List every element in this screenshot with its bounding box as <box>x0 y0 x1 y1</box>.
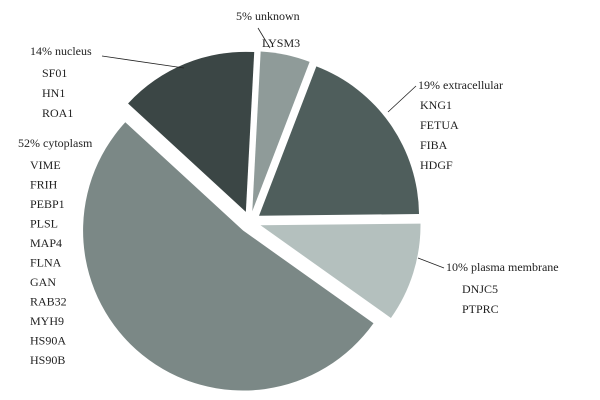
pie-slice <box>260 223 421 318</box>
slice-category: extracellular <box>443 78 503 92</box>
protein-name: GAN <box>30 275 56 289</box>
slice-label: 14% nucleus <box>30 44 92 58</box>
protein-name: RAB32 <box>30 294 67 308</box>
slice-label: 19% extracellular <box>418 78 503 92</box>
protein-name: FETUA <box>420 118 459 132</box>
protein-name: ROA1 <box>42 106 73 120</box>
protein-name: PTPRC <box>462 302 499 316</box>
protein-name: DNJC5 <box>462 282 498 296</box>
slice-category: nucleus <box>55 44 92 58</box>
protein-name: LYSM3 <box>262 36 300 50</box>
protein-name: MYH9 <box>30 314 64 328</box>
slice-category: cytoplasm <box>43 136 93 150</box>
protein-name: HDGF <box>420 158 453 172</box>
protein-name: VIME <box>30 158 61 172</box>
leader-line <box>387 85 417 113</box>
slice-percent: 52% <box>18 136 40 150</box>
leader-line <box>257 27 271 49</box>
slice-percent: 5% <box>236 9 252 23</box>
slice-category: plasma membrane <box>471 260 559 274</box>
slice-label: 10% plasma membrane <box>446 260 559 274</box>
pie-slice <box>83 122 374 391</box>
protein-name: HS90B <box>30 353 65 367</box>
protein-name: MAP4 <box>30 236 62 250</box>
pie-slice <box>259 66 420 216</box>
protein-name: SF01 <box>42 66 67 80</box>
protein-name: FIBA <box>420 138 448 152</box>
slice-percent: 14% <box>30 44 52 58</box>
protein-name: FLNA <box>30 255 62 269</box>
leader-line <box>417 257 445 269</box>
pie-slice <box>252 51 310 212</box>
protein-name: HN1 <box>42 86 65 100</box>
protein-name: HS90A <box>30 333 66 347</box>
slice-percent: 10% <box>446 260 468 274</box>
slice-label: 52% cytoplasm <box>18 136 93 150</box>
slice-percent: 19% <box>418 78 440 92</box>
leader-line <box>101 55 185 69</box>
slice-category: unknown <box>255 9 300 23</box>
protein-name: FRIH <box>30 177 58 191</box>
protein-name: KNG1 <box>420 98 452 112</box>
pie-slice <box>128 51 255 212</box>
slice-label: 5% unknown <box>236 9 300 23</box>
protein-name: PEBP1 <box>30 197 65 211</box>
protein-name: PLSL <box>30 216 58 230</box>
